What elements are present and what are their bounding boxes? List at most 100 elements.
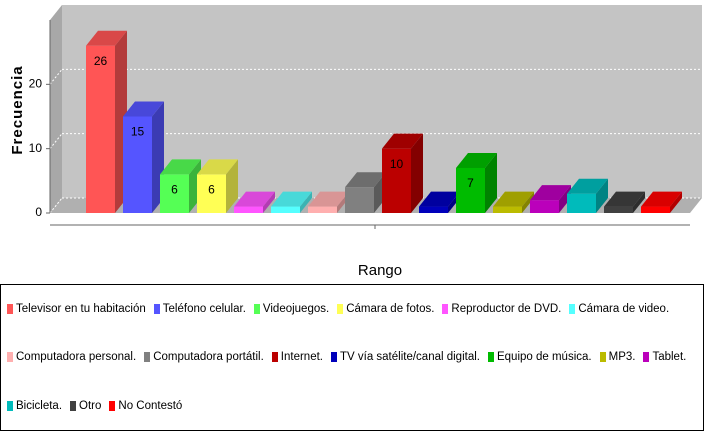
bar-side [670, 191, 682, 213]
bar [456, 167, 485, 213]
y-tick-label: 10 [29, 141, 43, 155]
legend-item: Equipo de música. [487, 351, 592, 364]
legend-label: Computadora personal. [16, 351, 137, 364]
y-tick-label: 0 [35, 205, 42, 219]
bar-top [567, 178, 608, 194]
bar-side [559, 185, 571, 213]
legend-item: No Contestó [109, 400, 182, 412]
legend-item: Reproductor de DVD. [442, 303, 561, 315]
legend-item: Tablet. [643, 351, 686, 363]
legend-label: Otro [79, 399, 102, 412]
bar-top [419, 191, 460, 207]
chart: Frecuencia Rango 0 10 20 26 15 6 6 10 7 [9, 5, 702, 279]
legend-item: Teléfono celular. [153, 303, 246, 316]
legend-swatch [7, 304, 13, 315]
legend-swatch [144, 352, 151, 363]
bar [308, 206, 337, 213]
bar-side [263, 191, 275, 213]
bar-top [604, 191, 645, 207]
legend-swatch [70, 400, 77, 411]
grid-line [49, 133, 63, 149]
bar [345, 187, 374, 213]
bar-side [226, 159, 238, 213]
bar [493, 206, 522, 213]
legend-swatch [487, 352, 494, 363]
grid-line [49, 197, 63, 214]
legend-item: Cámara de video. [569, 303, 669, 315]
legend-swatch [599, 352, 606, 363]
bar-top [197, 159, 238, 175]
bar-side [300, 191, 312, 213]
legend-item: Bicicleta. [7, 400, 62, 412]
bar-top [493, 191, 534, 207]
bar [160, 174, 189, 213]
bar [604, 206, 633, 213]
legend-label: Internet. [280, 351, 323, 364]
legend-swatch [7, 400, 13, 411]
bar-top [456, 152, 497, 168]
legend-label: MP3. [608, 351, 636, 364]
bar-top [271, 191, 312, 207]
bar [271, 206, 300, 213]
legend-item: Televisor en tu habitación [7, 303, 146, 315]
legend-swatch [569, 304, 576, 315]
bar-top [382, 133, 423, 149]
legend-item: Otro [70, 400, 101, 412]
left-wall [50, 5, 62, 213]
bar [641, 206, 670, 213]
data-label: 26 [94, 54, 108, 68]
bar-top [641, 191, 682, 207]
bar-top [86, 30, 127, 46]
legend-swatch [643, 352, 650, 363]
data-label: 6 [171, 183, 178, 197]
legend-label: Computadora portátil. [153, 351, 264, 364]
data-label: 7 [467, 176, 474, 190]
bar-top [345, 172, 386, 188]
x-axis-label: Rango [358, 262, 402, 279]
bar [382, 148, 411, 213]
bar [234, 206, 263, 213]
bar-top [160, 159, 201, 175]
legend: Televisor en tu habitación Teléfono celul… [0, 284, 704, 431]
legend-label: Tablet. [652, 351, 687, 364]
bar-top [123, 101, 164, 117]
data-label: 15 [131, 125, 145, 139]
bar-top [234, 191, 275, 207]
bar-side [633, 191, 645, 213]
legend-swatch [109, 400, 116, 411]
legend-item: Videojuegos. [253, 303, 330, 316]
legend-label: Televisor en tu habitación [16, 303, 146, 316]
legend-label: Bicicleta. [16, 399, 63, 412]
legend-label: Equipo de música. [496, 351, 592, 364]
legend-item: TV vía satélite/canal digital. [330, 351, 480, 364]
bar [197, 174, 226, 213]
grid-line [49, 69, 63, 85]
legend-label: Cámara de video. [578, 303, 670, 316]
bar [123, 116, 152, 213]
legend-swatch [7, 352, 13, 363]
legend-label: No Contestó [118, 399, 183, 412]
legend-item: MP3. [599, 351, 636, 364]
legend-swatch [442, 304, 449, 315]
bar-side [522, 191, 534, 213]
legend-swatch [253, 304, 260, 315]
legend-item: Computadora personal. [7, 351, 136, 363]
legend-item: Computadora portátil. [144, 351, 264, 363]
bar [419, 206, 448, 213]
legend-swatch [271, 352, 278, 363]
bar-top [530, 185, 571, 201]
bar-side [485, 152, 497, 213]
data-label: 6 [208, 183, 215, 197]
legend-label: Videojuegos. [262, 303, 330, 316]
bar [530, 200, 559, 213]
legend-label: Cámara de fotos. [346, 303, 435, 316]
legend-label: Teléfono celular. [162, 303, 246, 316]
legend-label: TV vía satélite/canal digital. [339, 351, 480, 364]
legend-swatch [153, 304, 160, 315]
legend-item: Internet. [271, 351, 323, 364]
legend-item: Cámara de fotos. [337, 303, 434, 315]
bar-side [411, 133, 423, 213]
bar-side [596, 178, 608, 213]
bar [567, 193, 596, 213]
